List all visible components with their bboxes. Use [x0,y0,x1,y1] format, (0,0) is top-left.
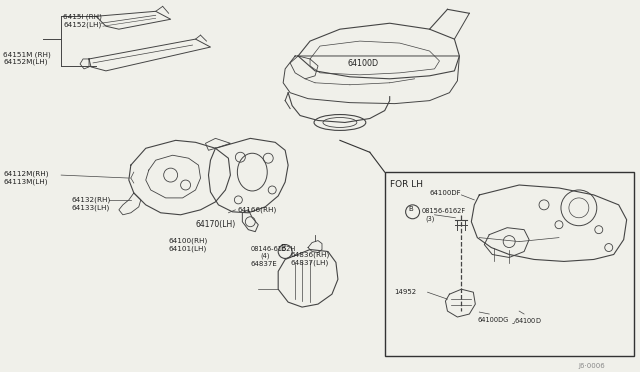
Text: B: B [280,244,285,253]
Text: 64100D: 64100D [348,59,379,68]
Text: 64100DG: 64100DG [477,317,509,323]
Text: 64100(RH): 64100(RH) [169,238,208,244]
Text: 64100DF: 64100DF [429,190,461,196]
Text: 14952: 14952 [395,289,417,295]
Text: 08156-6162F: 08156-6162F [422,208,466,214]
Text: 64151M (RH): 64151M (RH) [3,51,51,58]
Text: 64133(LH): 64133(LH) [71,205,109,211]
Text: 64837E: 64837E [250,262,277,267]
Text: J6·0006: J6·0006 [579,363,605,369]
Bar [385,172,634,356]
Text: 64112M(RH): 64112M(RH) [3,170,49,177]
Text: 64166(RH): 64166(RH) [237,207,276,214]
Text: (3): (3) [426,216,435,222]
Text: 64132(RH): 64132(RH) [71,197,110,203]
Text: 64113M(LH): 64113M(LH) [3,178,48,185]
Text: FOR LH: FOR LH [390,180,422,189]
Text: 64170(LH): 64170(LH) [196,220,236,229]
Text: 64837(LH): 64837(LH) [290,259,328,266]
Text: 64152M(LH): 64152M(LH) [3,59,48,65]
Text: 64836(RH): 64836(RH) [290,251,330,258]
Text: (4): (4) [260,253,270,259]
Text: 64152(LH): 64152(LH) [63,21,101,28]
Text: B: B [408,206,413,212]
Text: 64101(LH): 64101(LH) [169,246,207,252]
Text: $\lrcorner$64100D: $\lrcorner$64100D [511,317,542,326]
Text: 08146-6162H: 08146-6162H [250,246,296,251]
Text: 6415l (RH): 6415l (RH) [63,13,102,20]
